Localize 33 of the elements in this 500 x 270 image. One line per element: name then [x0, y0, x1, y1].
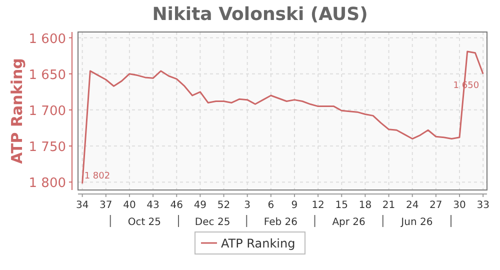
line-series	[82, 50, 484, 184]
y-tick-label: 1 600	[28, 32, 66, 47]
y-tick-label: 1 650	[28, 68, 66, 83]
x-tick-label: 6	[268, 200, 274, 211]
x-tick-label: 9	[291, 200, 298, 211]
x-tick-label: 27	[430, 200, 442, 211]
x-tick-label: 52	[217, 200, 230, 211]
x-tick-label: 34	[76, 200, 89, 211]
x-tick-label: 49	[194, 200, 207, 211]
text: Apr 26	[332, 217, 366, 228]
y-tick-label: 1 700	[28, 104, 66, 119]
text: Oct 25	[128, 217, 162, 228]
x-tick-label: 21	[382, 200, 396, 211]
x-tick-label: 15	[335, 200, 348, 211]
y-tick-label: 1 750	[28, 140, 66, 155]
x-tick-label: 43	[146, 200, 160, 211]
x-tick-label: 33	[476, 200, 490, 211]
text: Dec 25	[194, 217, 230, 228]
legend-label: ATP Ranking	[221, 236, 296, 250]
x-tick-label: 24	[406, 200, 419, 211]
text: Jun 26	[400, 217, 433, 228]
y-axis-title: ATP Ranking	[8, 58, 26, 164]
data-label: 1 802	[84, 172, 110, 182]
text: Feb 26	[264, 217, 298, 228]
x-tick-label: 18	[358, 200, 372, 211]
x-tick-label: 30	[453, 200, 466, 211]
x-tick-label: 37	[100, 200, 112, 211]
x-tick-label: 12	[312, 200, 324, 211]
x-tick-label: 3	[244, 200, 251, 211]
x-tick-label: 40	[123, 200, 136, 211]
y-tick-label: 1 800	[28, 176, 66, 192]
chart-title: Nikita Volonski (AUS)	[152, 4, 368, 25]
x-tick-label: 46	[170, 200, 183, 211]
